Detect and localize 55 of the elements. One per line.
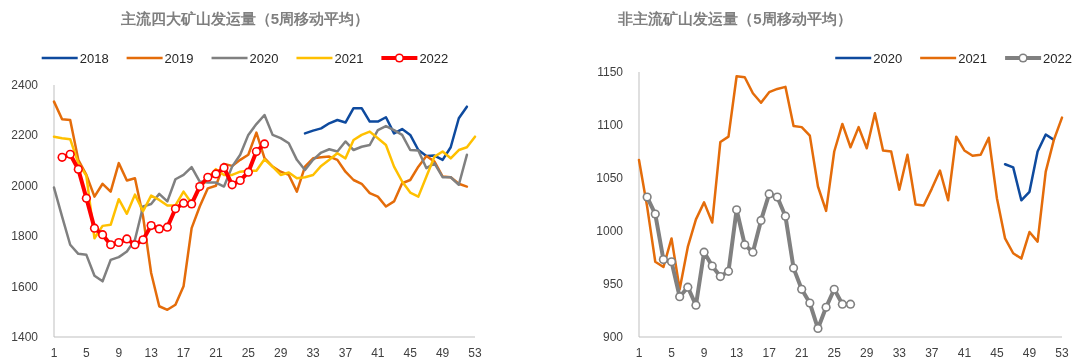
- x-tick-label: 13: [144, 346, 159, 360]
- y-tick-label: 1050: [596, 171, 624, 185]
- legend-label: 2018: [79, 50, 109, 66]
- x-tick-label: 41: [957, 346, 972, 360]
- line-series: [1003, 133, 1056, 202]
- x-tick-label: 1: [50, 346, 58, 360]
- x-tick-label: 5: [668, 346, 676, 360]
- y-tick-label: 1800: [11, 229, 39, 244]
- x-tick-label: 29: [860, 346, 874, 360]
- y-tick-label: 900: [602, 330, 624, 344]
- x-tick-label: 21: [209, 346, 223, 360]
- x-tick-label: 5: [83, 346, 91, 360]
- x-tick-label: 17: [176, 346, 191, 360]
- line-series: [52, 130, 477, 240]
- x-tick-label: 9: [115, 346, 123, 360]
- legend-label: 2019: [164, 50, 194, 66]
- line-series: [637, 74, 1064, 291]
- y-tick-label: 1000: [596, 224, 624, 238]
- y-tick-label: 950: [602, 277, 624, 291]
- y-tick-label: 2200: [11, 128, 39, 143]
- x-tick-label: 33: [306, 346, 321, 360]
- x-tick-label: 9: [700, 346, 708, 360]
- legend-label: 2022: [1043, 50, 1072, 66]
- y-tick-label: 1600: [11, 279, 39, 294]
- legend-label: 2020: [873, 50, 903, 66]
- legend-label: 2020: [249, 50, 279, 66]
- x-tick-label: 49: [1022, 346, 1037, 360]
- chart-title: 非主流矿山发运量（5周移动平均）: [617, 10, 852, 27]
- x-tick-label: 25: [241, 346, 256, 360]
- x-tick-label: 25: [827, 346, 842, 360]
- x-tick-label: 17: [762, 346, 777, 360]
- y-tick-label: 2400: [11, 78, 39, 92]
- legend-label: 2022: [419, 50, 449, 66]
- y-tick-label: 1100: [597, 118, 624, 132]
- y-tick-label: 1400: [11, 330, 39, 344]
- x-tick-label: 45: [990, 346, 1004, 360]
- line-series: [52, 113, 469, 283]
- line-series: [303, 105, 469, 162]
- x-tick-label: 29: [274, 346, 288, 360]
- x-tick-label: 41: [371, 346, 385, 360]
- x-tick-label: 45: [403, 346, 418, 360]
- x-tick-label: 53: [1055, 346, 1069, 360]
- x-tick-label: 37: [338, 346, 353, 360]
- x-tick-label: 49: [435, 346, 450, 360]
- y-tick-label: 2000: [11, 178, 39, 193]
- x-tick-label: 1: [635, 346, 643, 360]
- x-tick-label: 33: [892, 346, 907, 360]
- chart-title: 主流四大矿山发运量（5周移动平均）: [119, 10, 370, 27]
- x-tick-label: 13: [729, 346, 744, 360]
- legend-label: 2021: [958, 50, 988, 66]
- x-tick-label: 21: [795, 346, 809, 360]
- legend-label: 2021: [334, 50, 364, 66]
- x-tick-label: 37: [925, 346, 939, 360]
- x-tick-label: 53: [468, 346, 482, 360]
- y-tick-label: 1150: [597, 65, 624, 79]
